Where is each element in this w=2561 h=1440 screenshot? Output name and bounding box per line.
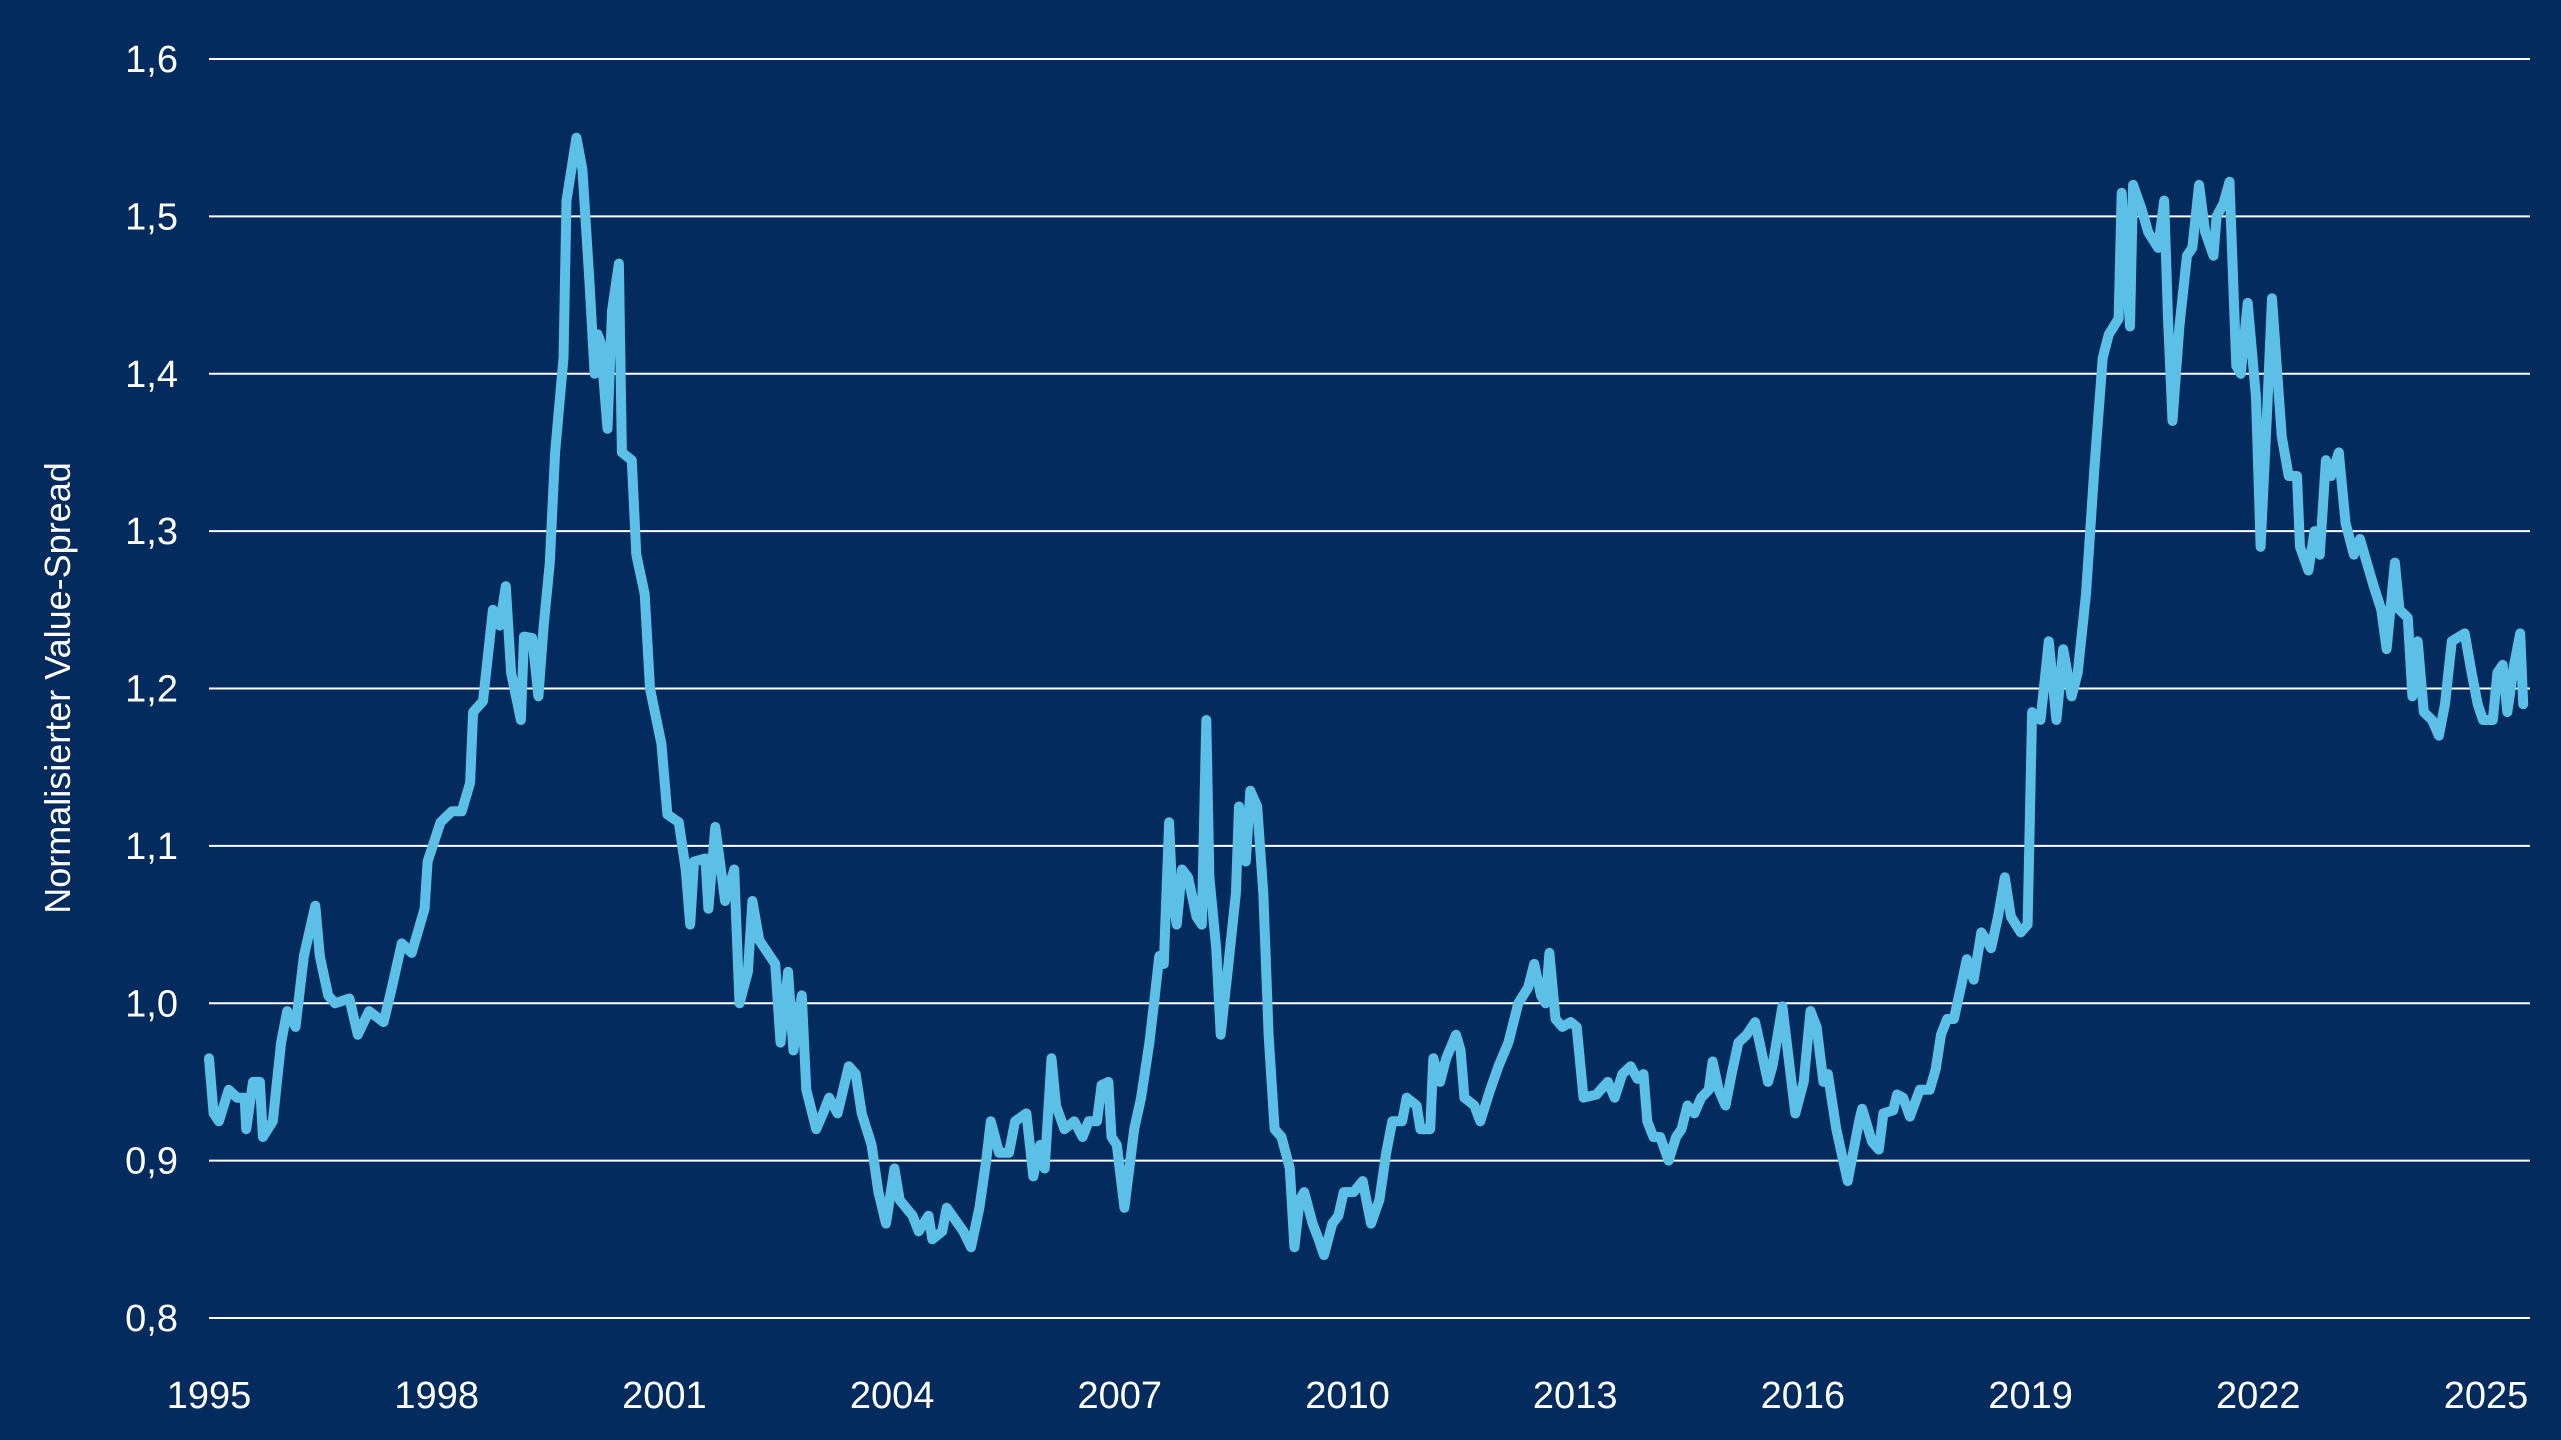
x-tick-label: 2004: [850, 1375, 935, 1417]
y-tick-label: 0,9: [125, 1141, 178, 1183]
y-tick-label: 1,1: [125, 826, 178, 868]
x-tick-label: 2013: [1533, 1375, 1618, 1417]
x-tick-label: 2025: [2444, 1375, 2529, 1417]
x-tick-label: 1995: [167, 1375, 252, 1417]
y-tick-label: 0,8: [125, 1298, 178, 1340]
x-tick-label: 2010: [1305, 1375, 1390, 1417]
series-line: [204, 132, 2529, 1261]
gridlines: [209, 58, 2530, 1319]
y-tick-label: 1,2: [125, 669, 178, 711]
x-tick-label: 2007: [1078, 1375, 1163, 1417]
y-tick-label: 1,6: [125, 39, 178, 81]
x-tick-label: 2022: [2216, 1375, 2301, 1417]
y-tick-label: 1,4: [125, 354, 178, 396]
series-group: [204, 132, 2529, 1261]
x-tick-label: 2001: [622, 1375, 707, 1417]
y-axis-label: Normalisierter Value-Spread: [37, 462, 78, 914]
y-tick-label: 1,5: [125, 196, 178, 238]
x-tick-label: 2019: [1988, 1375, 2073, 1417]
x-axis-ticks: 1995 1998 2001 2004 2007 2010 2013 2016 2019 2022…: [167, 1375, 2529, 1417]
y-axis-ticks: 0,8 0,9 1,0 1,1 1,2 1,3 1,4 1,5 1,6: [125, 39, 178, 1340]
y-tick-label: 1,0: [125, 983, 178, 1025]
y-tick-label: 1,3: [125, 511, 178, 553]
x-tick-label: 2016: [1761, 1375, 1846, 1417]
x-tick-label: 1998: [394, 1375, 479, 1417]
